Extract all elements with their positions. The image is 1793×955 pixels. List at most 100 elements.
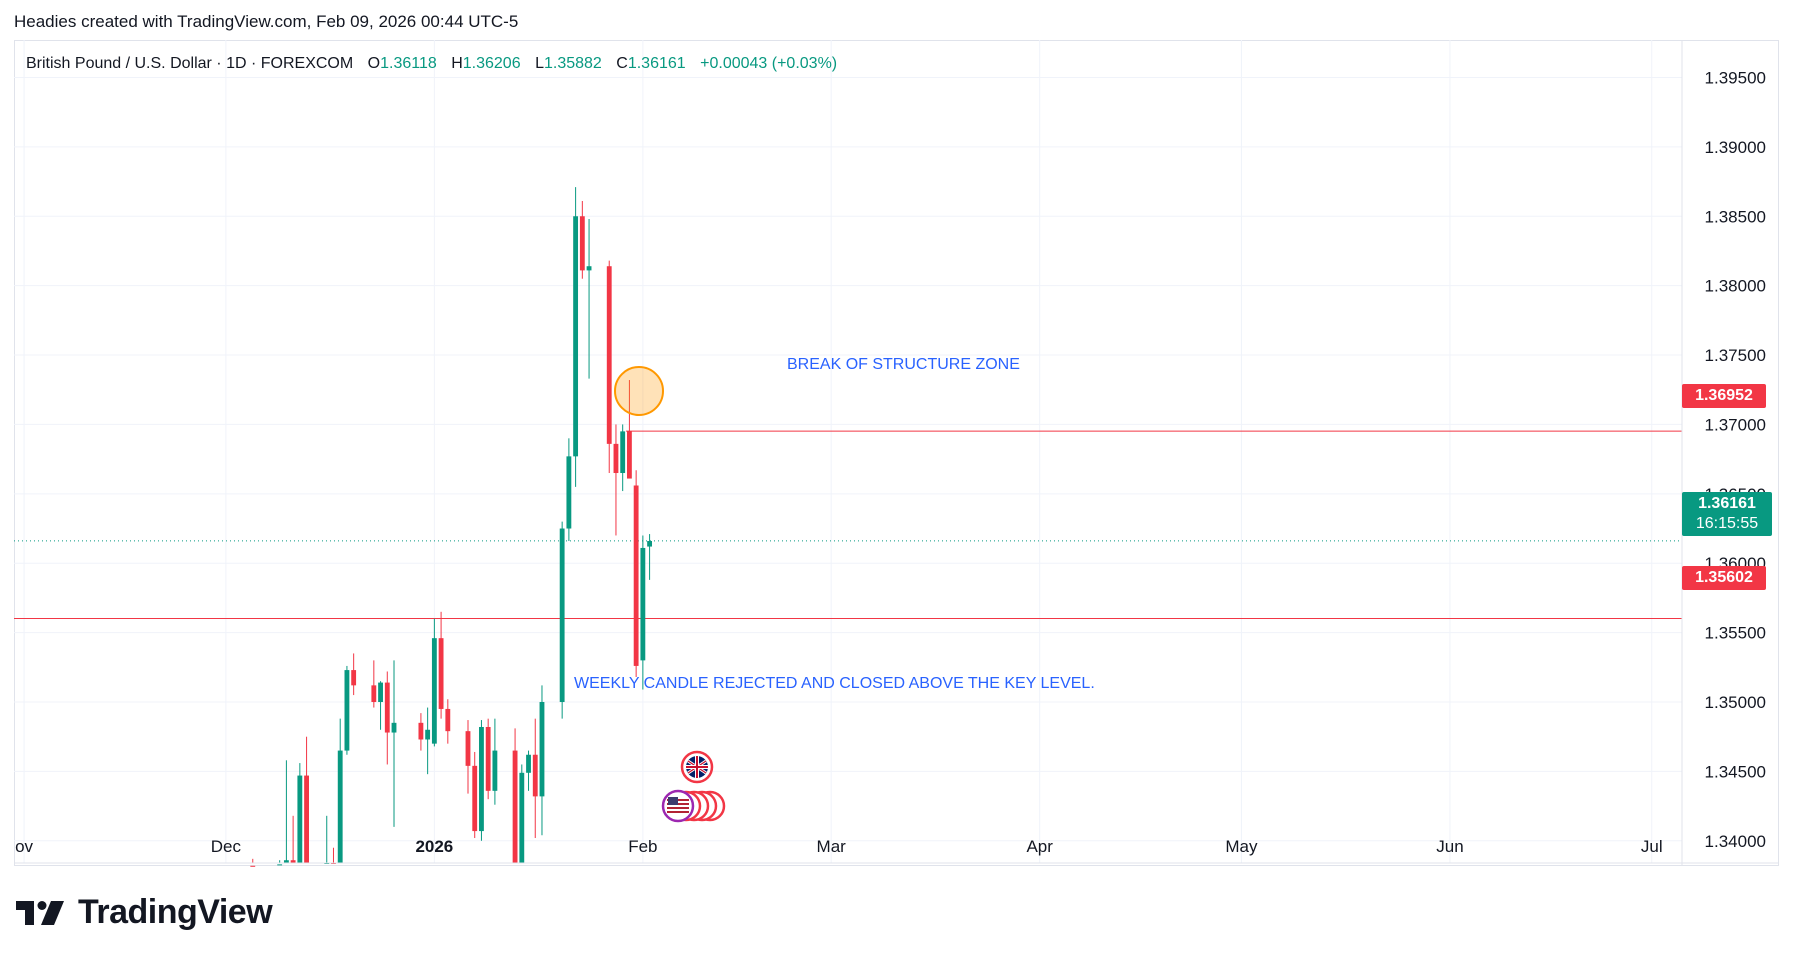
candle-body (297, 775, 303, 863)
change-value: +0.00043 (+0.03%) (700, 55, 838, 72)
bos-annotation[interactable]: BREAK OF STRUCTURE ZONE (787, 356, 1020, 373)
candle-body (472, 765, 478, 832)
uk-flag-event-icon (680, 750, 714, 784)
candle-body (351, 670, 357, 686)
candle (633, 470, 639, 678)
candle-body (573, 216, 579, 457)
candle-body (425, 729, 431, 740)
candle-body (647, 541, 653, 547)
candle (425, 707, 431, 775)
candle (472, 751, 478, 839)
candle-body (606, 266, 612, 444)
candle (573, 187, 579, 487)
time-tick-label: Jul (1641, 837, 1663, 856)
price-tick-label: 1.35000 (1705, 693, 1766, 712)
candle (479, 720, 484, 841)
candle (526, 750, 531, 791)
candle (512, 728, 518, 863)
low-value: 1.35882 (543, 55, 602, 72)
close-label: C (616, 55, 628, 72)
tradingview-wordmark: TradingView (78, 893, 273, 931)
low-label: L (535, 55, 544, 72)
candle (438, 611, 444, 719)
time-tick-label: ov (15, 837, 33, 856)
candle-body (626, 431, 632, 479)
candle-body (418, 722, 424, 740)
candle-body (526, 754, 531, 773)
candle (344, 665, 350, 755)
candle-body (559, 528, 565, 703)
price-tick-label: 1.39000 (1705, 138, 1766, 157)
close-value: 1.36161 (627, 55, 686, 72)
price-tick-label: 1.34000 (1705, 832, 1766, 851)
grid-lines (14, 40, 1682, 863)
price-tick-label: 1.37000 (1705, 415, 1766, 434)
ohlc-legend: British Pound / U.S. Dollar · 1D · FOREX… (26, 55, 837, 73)
candle-body (384, 682, 390, 733)
candle-body (539, 702, 545, 797)
candle (290, 815, 296, 863)
candle (606, 260, 612, 474)
candle (539, 685, 545, 836)
attribution-text: Headies created with TradingView.com, Fe… (14, 12, 519, 31)
time-tick-label: Mar (817, 837, 847, 856)
candle (532, 718, 538, 839)
candle (445, 699, 451, 744)
tradingview-logo[interactable]: TradingView (16, 893, 273, 932)
candle (304, 736, 309, 863)
last-price-tag: 1.36161 16:15:55 (1682, 492, 1772, 536)
candle-body (445, 708, 451, 732)
candle-body (586, 266, 592, 271)
time-tick-label: May (1225, 837, 1258, 856)
time-tick-label: Jun (1436, 837, 1463, 856)
weekly-candle-annotation[interactable]: WEEKLY CANDLE REJECTED AND CLOSED ABOVE … (574, 675, 1095, 692)
candle-body (492, 750, 498, 791)
last-price-value: 1.36161 (1698, 495, 1756, 512)
open-value: 1.36118 (380, 55, 437, 72)
candle-body (337, 750, 343, 863)
candle-body (633, 485, 639, 666)
price-tick-label: 1.39500 (1705, 68, 1766, 87)
candle (586, 219, 592, 379)
open-label: O (367, 55, 381, 72)
candle-body (465, 731, 471, 766)
time-tick-label: 2026 (415, 837, 453, 856)
candle-body (290, 860, 296, 863)
candle (297, 763, 303, 863)
tradingview-logo-icon (16, 900, 64, 925)
candle (566, 438, 572, 542)
candle-body (344, 670, 350, 751)
high-label: H (451, 55, 463, 72)
candle-body (391, 722, 397, 733)
candle (431, 618, 437, 747)
candle (559, 521, 565, 719)
upper-level-price-tag: 1.36952 (1682, 384, 1766, 408)
candle-body (438, 638, 444, 709)
chart-frame[interactable] (14, 40, 1779, 866)
symbol-title[interactable]: British Pound / U.S. Dollar · 1D · FOREX… (26, 55, 354, 72)
price-tick-label: 1.38000 (1705, 277, 1766, 296)
price-tick-label: 1.38500 (1705, 207, 1766, 226)
candle (378, 681, 383, 730)
candle (485, 718, 491, 800)
candle (331, 847, 336, 864)
candle (384, 671, 390, 765)
candle (647, 534, 653, 580)
candle-body (579, 216, 585, 271)
candle (351, 653, 357, 696)
candle-body (620, 431, 626, 474)
candle-body (640, 547, 646, 661)
candle (519, 764, 525, 863)
candle (418, 713, 424, 751)
candle-body (371, 685, 377, 703)
candle-body (532, 754, 538, 797)
candle-body (431, 638, 437, 744)
us-flag-event-icon (667, 795, 689, 817)
candle-body (519, 772, 525, 863)
candle (324, 815, 330, 864)
candle-body (485, 726, 491, 791)
candle (579, 200, 585, 279)
price-tick-label: 1.37500 (1705, 346, 1766, 365)
candle (337, 718, 343, 863)
